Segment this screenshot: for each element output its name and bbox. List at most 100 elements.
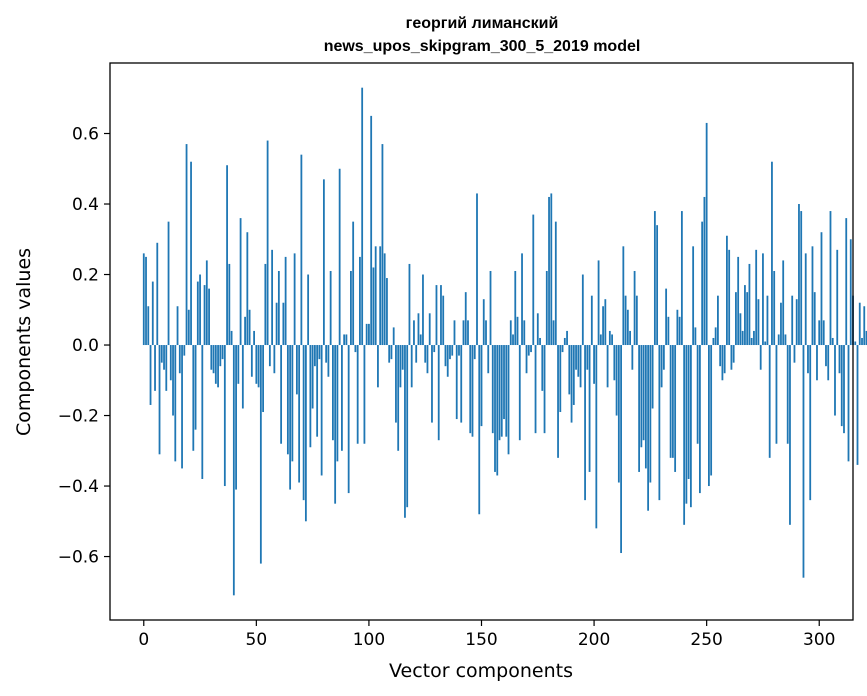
bar [755, 249, 758, 346]
bar [820, 232, 823, 346]
bar [142, 253, 145, 346]
bar [253, 330, 255, 346]
bar [602, 306, 604, 346]
bar [203, 285, 206, 346]
bar [809, 345, 812, 501]
x-tick-label: 0 [138, 630, 149, 650]
bar [782, 260, 785, 346]
bar [341, 345, 343, 451]
bar [311, 345, 314, 409]
bar [584, 345, 586, 501]
bar [259, 345, 262, 564]
bar [174, 345, 177, 462]
bar [541, 345, 544, 391]
bar [629, 330, 631, 346]
bar [626, 309, 629, 346]
bar [622, 246, 625, 346]
bar [307, 274, 310, 346]
bar [208, 288, 210, 346]
bar [325, 345, 328, 363]
bar [856, 345, 859, 465]
bar [678, 316, 681, 346]
bar [327, 345, 330, 377]
bar [640, 345, 643, 448]
bar [802, 345, 805, 578]
bar [235, 345, 237, 490]
bar [244, 316, 246, 346]
bar [784, 334, 787, 346]
bar [329, 270, 332, 346]
y-axis-label: Components values [13, 248, 35, 436]
bar [230, 330, 233, 346]
bar [262, 345, 264, 413]
bar [338, 168, 341, 346]
bar [313, 345, 316, 367]
bar [169, 345, 172, 381]
bar [845, 218, 848, 346]
bar [777, 334, 780, 346]
bar [518, 345, 521, 441]
bar [539, 337, 541, 346]
bar [818, 320, 821, 346]
bar [514, 270, 517, 346]
bar [527, 345, 530, 356]
bar [775, 345, 778, 444]
bar [800, 211, 803, 346]
bar [408, 263, 411, 346]
y-tick-label: −0.4 [58, 477, 99, 497]
bar [667, 316, 670, 346]
bar [829, 211, 832, 346]
bar [154, 345, 156, 391]
bar [766, 295, 769, 346]
bar [395, 345, 397, 423]
bar [494, 345, 496, 472]
bar [768, 345, 771, 458]
bar [728, 249, 731, 346]
bar [554, 221, 557, 346]
bar [588, 345, 591, 472]
bar [426, 345, 429, 374]
bar [232, 345, 235, 596]
bar [593, 345, 595, 384]
bar [255, 345, 258, 384]
bar [388, 345, 391, 363]
bar [264, 263, 267, 346]
y-tick-label: 0.0 [72, 336, 99, 356]
bar [350, 270, 352, 346]
bar [662, 345, 665, 370]
bar [214, 345, 217, 384]
bar [557, 345, 559, 458]
bar [789, 345, 791, 525]
bar [708, 345, 710, 487]
bar [717, 295, 719, 346]
x-tick-label: 300 [803, 630, 835, 650]
bar [811, 246, 814, 346]
bar [750, 337, 753, 346]
bar [683, 345, 686, 525]
bar [212, 345, 215, 374]
plot-frame [109, 62, 854, 621]
bar [744, 285, 746, 346]
bar [590, 295, 593, 346]
bar [302, 345, 305, 501]
bar [705, 122, 708, 346]
bar [816, 345, 818, 381]
bar [424, 345, 427, 363]
bar [277, 270, 280, 346]
bar [807, 345, 809, 374]
bar [455, 345, 458, 420]
bar [289, 345, 292, 490]
bar [795, 299, 798, 346]
bar [577, 345, 580, 377]
bar [615, 345, 618, 416]
bar [597, 260, 600, 346]
bar [759, 345, 762, 370]
bar [435, 285, 438, 346]
bar [451, 345, 454, 356]
bar [721, 345, 724, 381]
bar [780, 302, 782, 346]
bar [703, 196, 706, 346]
bar [831, 337, 834, 346]
bar [250, 345, 253, 377]
